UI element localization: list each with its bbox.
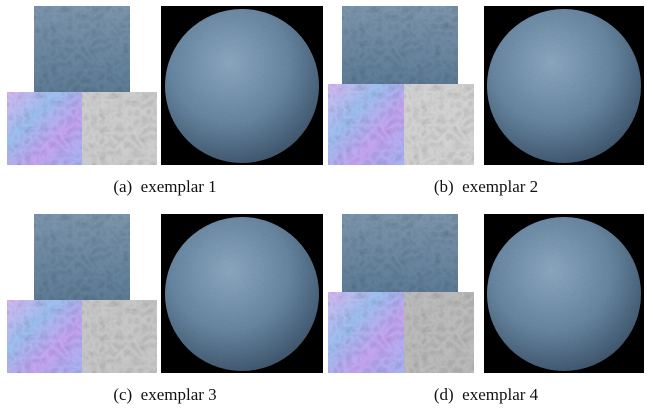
height-map-image (404, 292, 474, 373)
figure-caption: (b) exemplar 2 (433, 177, 539, 196)
exemplar-photo-image (342, 6, 458, 84)
rendered-sphere-image (161, 6, 323, 165)
height-map-image (82, 92, 157, 165)
figure-caption: (d) exemplar 4 (433, 385, 539, 404)
panel-exemplar-4: (d) exemplar 4 (328, 214, 644, 409)
normal-map-image (7, 92, 82, 165)
panel-exemplar-1: (a) exemplar 1 (7, 6, 323, 201)
rendered-sphere-image (161, 214, 323, 373)
exemplar-photo-image (34, 6, 130, 92)
normal-map-image (7, 300, 82, 373)
height-map-image (404, 84, 474, 165)
rendered-sphere-image (484, 6, 644, 165)
panel-exemplar-3: (c) exemplar 3 (7, 214, 323, 409)
exemplar-photo-image (34, 214, 130, 300)
panel-exemplar-2: (b) exemplar 2 (328, 6, 644, 201)
rendered-sphere-image (484, 214, 644, 373)
figure-caption: (c) exemplar 3 (113, 385, 217, 404)
normal-map-image (328, 292, 404, 373)
figure-caption: (a) exemplar 1 (113, 177, 217, 196)
normal-map-image (328, 84, 404, 165)
exemplar-photo-image (342, 214, 458, 292)
height-map-image (82, 300, 157, 373)
